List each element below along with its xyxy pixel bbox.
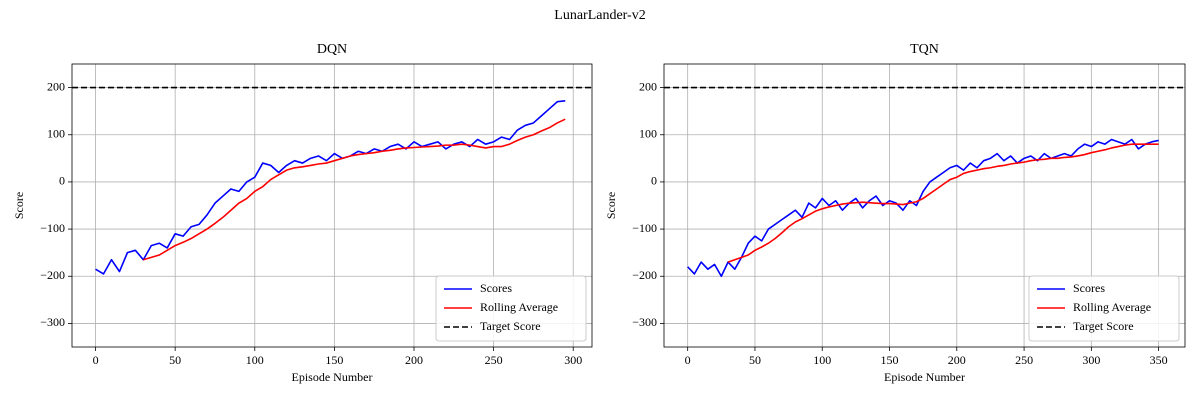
y-tick-label: 200 — [639, 79, 657, 93]
y-axis-label: Score — [604, 192, 618, 219]
x-tick-label: 150 — [881, 353, 899, 367]
x-tick-label: 250 — [485, 353, 503, 367]
y-axis-label: Score — [12, 192, 26, 219]
x-axis-label: Episode Number — [884, 370, 965, 384]
x-tick-label: 100 — [246, 353, 264, 367]
legend-label: Target Score — [1073, 319, 1134, 333]
legend-label: Rolling Average — [1073, 300, 1151, 314]
legend-label: Scores — [480, 281, 512, 295]
chart-title: TQN — [910, 42, 939, 57]
legend-label: Target Score — [480, 319, 541, 333]
y-tick-label: −300 — [632, 315, 657, 329]
legend-box — [435, 275, 587, 342]
series-line — [687, 138, 1159, 278]
axes-frame — [71, 63, 593, 348]
x-tick-label: 350 — [1150, 353, 1168, 367]
series-line — [95, 99, 566, 275]
x-axis-label: Episode Number — [292, 370, 373, 384]
plot-area — [72, 86, 592, 275]
x-tick-label: 0 — [685, 353, 691, 367]
x-tick-label: 150 — [325, 353, 343, 367]
x-tick-label: 0 — [93, 353, 99, 367]
figure-title: LunarLander-v2 — [554, 8, 645, 23]
y-tick-label: −100 — [40, 221, 65, 235]
y-tick-label: 100 — [47, 127, 65, 141]
y-tick-label: −200 — [632, 268, 657, 282]
y-tick-label: 200 — [47, 79, 65, 93]
x-tick-label: 200 — [405, 353, 423, 367]
y-tick-label: 0 — [59, 174, 65, 188]
x-tick-label: 250 — [1015, 353, 1033, 367]
series-line — [143, 118, 566, 261]
x-tick-label: 300 — [1082, 353, 1100, 367]
x-tick-label: 200 — [948, 353, 966, 367]
y-tick-label: 0 — [651, 174, 657, 188]
y-tick-label: −100 — [632, 221, 657, 235]
plot-area — [664, 86, 1185, 278]
x-tick-label: 50 — [169, 353, 181, 367]
x-tick-label: 50 — [749, 353, 761, 367]
axes-frame — [663, 63, 1186, 348]
series-line — [727, 143, 1159, 263]
legend-box — [1028, 275, 1180, 342]
x-tick-label: 300 — [564, 353, 582, 367]
y-tick-label: −200 — [40, 268, 65, 282]
chart-title: DQN — [317, 42, 347, 57]
y-tick-label: −300 — [40, 315, 65, 329]
y-tick-label: 100 — [639, 127, 657, 141]
x-tick-label: 100 — [813, 353, 831, 367]
legend-label: Rolling Average — [480, 300, 558, 314]
legend-label: Scores — [1073, 281, 1105, 295]
